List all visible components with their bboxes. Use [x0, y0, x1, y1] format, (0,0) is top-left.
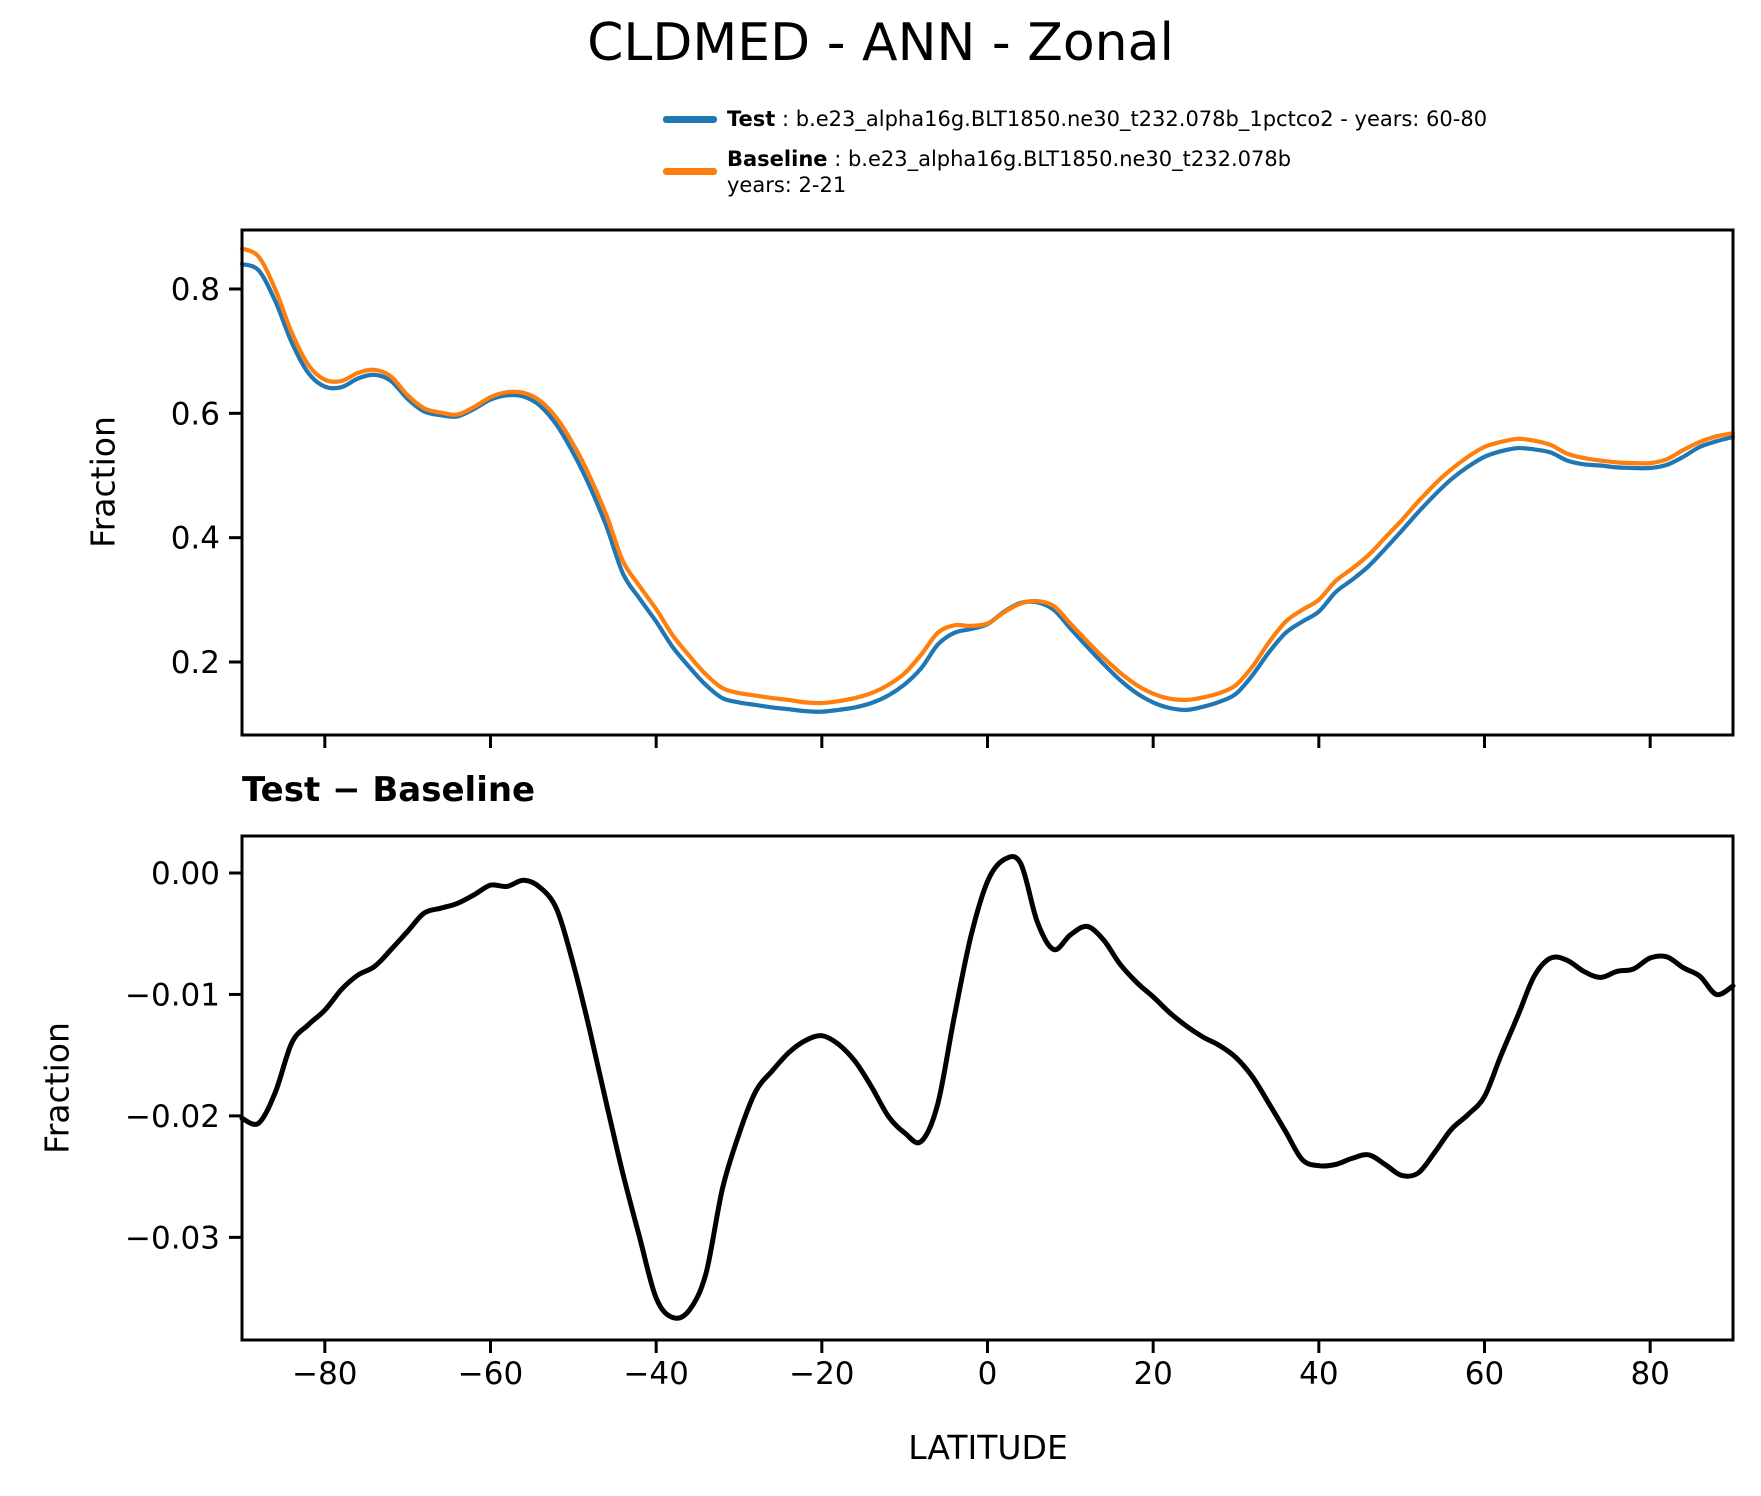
y-tick-label: 0.6 [171, 396, 220, 432]
y-tick-label: 0.8 [171, 272, 220, 308]
legend-test-line-icon [663, 116, 717, 123]
x-tick-label: 60 [1465, 1356, 1504, 1392]
y-tick-label: 0.4 [171, 521, 220, 557]
y-tick-label: −0.02 [125, 1099, 220, 1135]
legend-test-text: : b.e23_alpha16g.BLT1850.ne30_t232.078b_… [775, 107, 1488, 131]
x-axis-label: LATITUDE [908, 1428, 1068, 1467]
x-tick-label: −40 [623, 1356, 688, 1392]
legend-test-label: Test [727, 107, 776, 131]
y-tick-label: −0.03 [125, 1220, 220, 1256]
axes-box-top [240, 228, 1735, 737]
diff-line [239, 853, 1736, 1321]
x-tick-label: −20 [789, 1356, 854, 1392]
legend-baseline-years: years: 2-21 [727, 173, 847, 197]
x-tick-label: 0 [978, 1356, 998, 1392]
x-tick-label: 40 [1299, 1356, 1338, 1392]
y-tick-label: 0.2 [171, 645, 220, 681]
axes-box-bottom [240, 834, 1735, 1342]
x-tick-label: −60 [458, 1356, 523, 1392]
baseline-line [239, 246, 1736, 706]
legend-baseline-label: Baseline [727, 147, 828, 171]
x-tick-label: −80 [292, 1356, 357, 1392]
page-title: CLDMED - ANN - Zonal [587, 13, 1174, 73]
legend-baseline-line-icon [663, 168, 717, 175]
legend-item-baseline: Baseline : b.e23_alpha16g.BLT1850.ne30_t… [660, 146, 1487, 198]
legend: Test : b.e23_alpha16g.BLT1850.ne30_t232.… [660, 106, 1487, 198]
y-tick-label: −0.01 [125, 977, 220, 1013]
bottom-panel-title: Test − Baseline [242, 770, 536, 810]
legend-baseline-text: : b.e23_alpha16g.BLT1850.ne30_t232.078b [827, 147, 1292, 171]
x-tick-label: 80 [1630, 1356, 1669, 1392]
test-line [239, 262, 1736, 714]
y-tick-label: 0.00 [151, 856, 220, 892]
legend-item-test: Test : b.e23_alpha16g.BLT1850.ne30_t232.… [660, 106, 1487, 132]
x-tick-label: 20 [1133, 1356, 1172, 1392]
